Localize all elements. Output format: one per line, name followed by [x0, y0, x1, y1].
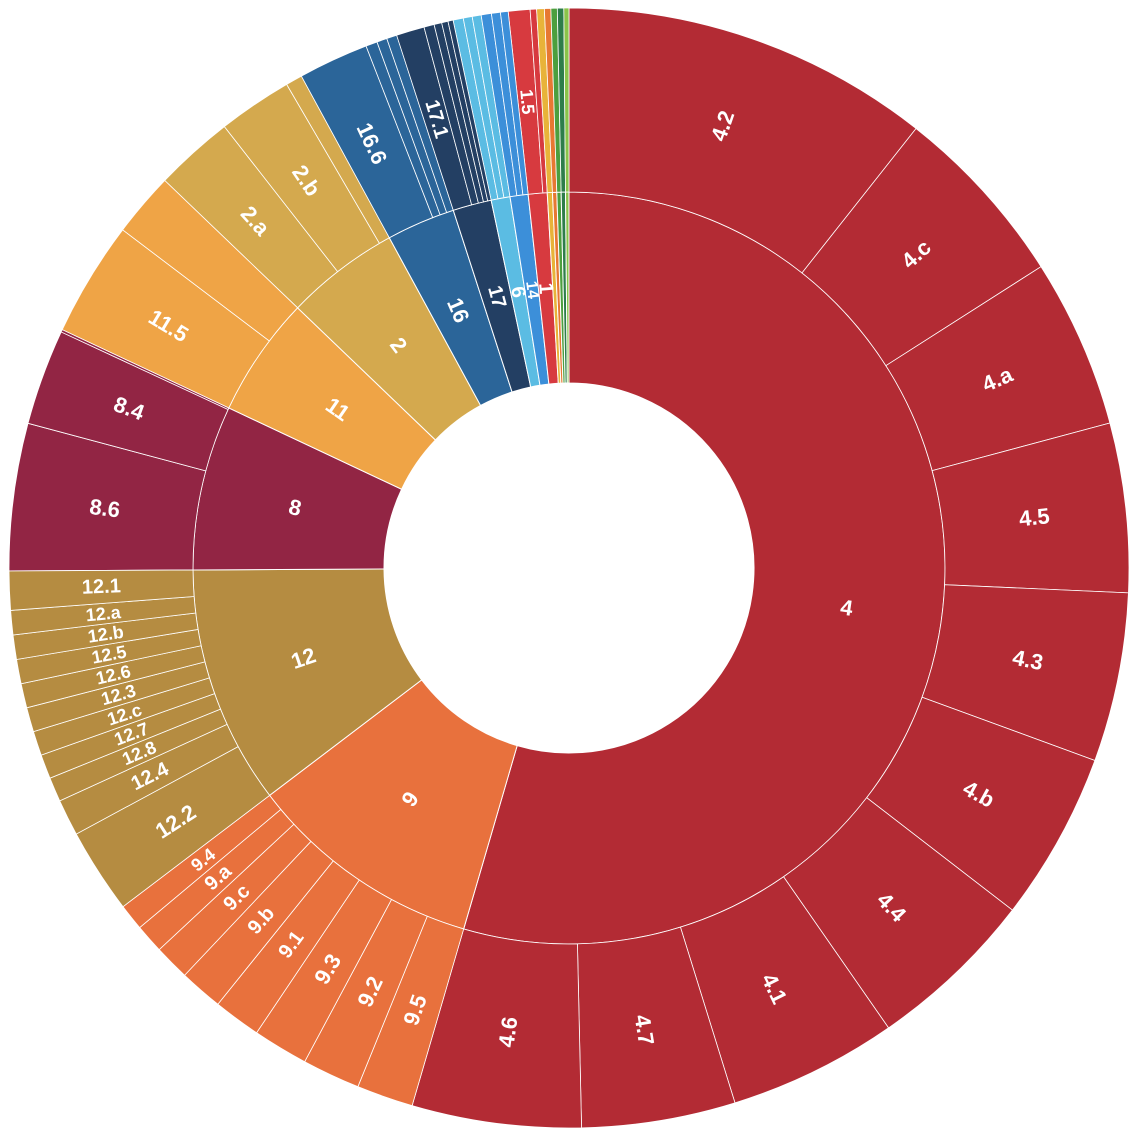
- outer-label-4.7: 4.7: [630, 1013, 660, 1047]
- outer-label-1.5: 1.5: [516, 89, 538, 116]
- outer-segment-other-5-0[interactable]: [563, 7, 570, 193]
- outer-segment-11-1[interactable]: [122, 179, 299, 342]
- outer-segment-12.1[interactable]: [8, 569, 195, 611]
- inner-label-8: 8: [286, 494, 303, 521]
- inner-label-6: 6: [506, 285, 530, 300]
- outer-ring: [8, 7, 1130, 1129]
- outer-segment-14-2[interactable]: [499, 10, 529, 196]
- outer-label-4.5: 4.5: [1018, 503, 1051, 531]
- outer-label-12.a: 12.a: [85, 602, 123, 625]
- outer-label-4.3: 4.3: [1010, 645, 1045, 676]
- outer-segment-17-4[interactable]: [447, 19, 492, 202]
- outer-label-12.1: 12.1: [81, 575, 121, 599]
- inner-label-1: 1: [534, 282, 557, 295]
- outer-label-8.6: 8.6: [88, 494, 122, 523]
- inner-label-4: 4: [839, 594, 855, 621]
- inner-label-14: 14: [522, 280, 541, 300]
- inner-ring: [192, 191, 946, 945]
- outer-label-4.6: 4.6: [494, 1015, 523, 1049]
